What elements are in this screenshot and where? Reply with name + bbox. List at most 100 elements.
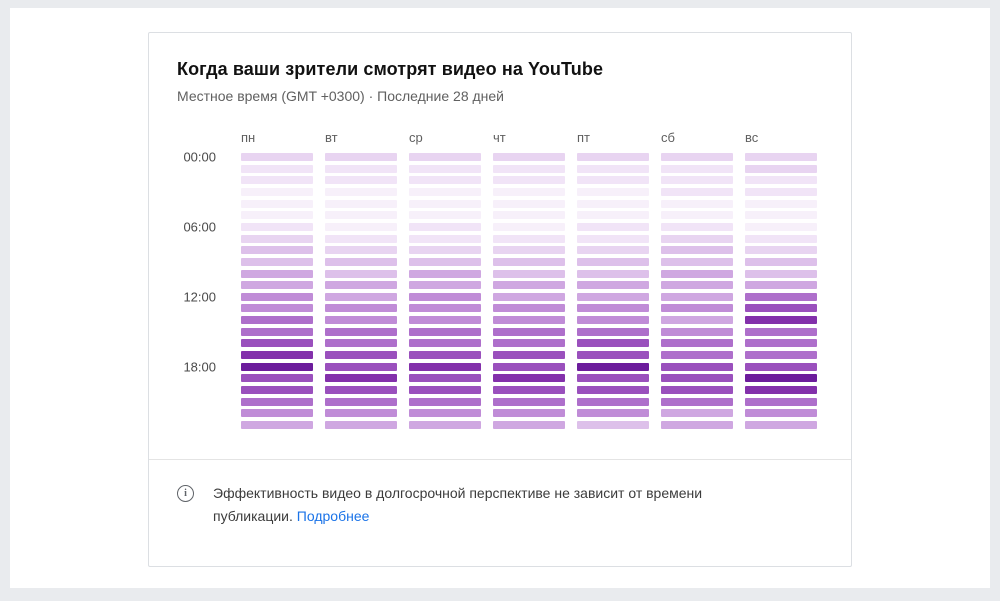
heatmap-cell (241, 327, 313, 336)
heatmap-cell (241, 292, 313, 301)
heatmap-cell (577, 234, 649, 243)
heatmap-cell (577, 246, 649, 255)
heatmap-cell (325, 339, 397, 348)
heatmap-cell (325, 269, 397, 278)
card-title: Когда ваши зрители смотрят видео на YouT… (177, 59, 604, 79)
heatmap-cell (661, 409, 733, 418)
footer-note: Эффективность видео в долгосрочной персп… (213, 485, 703, 524)
heatmap-cell (409, 153, 481, 161)
heatmap-cell (409, 199, 481, 208)
heatmap-cell (661, 327, 733, 336)
heatmap-cell (577, 397, 649, 406)
heatmap-cell (325, 397, 397, 406)
info-icon: i (177, 485, 194, 502)
heatmap-cell (325, 281, 397, 290)
heatmap-cell (241, 420, 313, 429)
heatmap-cell (745, 339, 817, 348)
heatmap-cell (325, 327, 397, 336)
heatmap-cell (661, 362, 733, 371)
heatmap-cell (325, 246, 397, 255)
heatmap-cell (493, 386, 565, 394)
heatmap-cell (493, 374, 565, 383)
heatmap-column (241, 153, 313, 429)
heatmap-cell (493, 292, 565, 301)
heatmap-cell (241, 164, 313, 173)
heatmap-cell (577, 257, 649, 266)
heatmap-cell (661, 246, 733, 255)
heatmap-day-headers: пн вт ср чт пт сб вс (241, 130, 823, 145)
heatmap-cell (577, 339, 649, 348)
heatmap-cell (745, 246, 817, 255)
heatmap-cell (241, 386, 313, 394)
heatmap-cell (325, 211, 397, 220)
heatmap-cell (493, 257, 565, 266)
heatmap-cell (745, 397, 817, 406)
card-footer: i Эффективность видео в долгосрочной пер… (177, 482, 823, 528)
heatmap-cell (409, 292, 481, 301)
heatmap-cell (241, 339, 313, 348)
heatmap-cell (325, 153, 397, 161)
heatmap-cell (661, 234, 733, 243)
heatmap-cell (745, 269, 817, 278)
heatmap-cell (745, 222, 817, 231)
heatmap-cell (577, 269, 649, 278)
heatmap-cell (745, 420, 817, 429)
heatmap-cell (493, 269, 565, 278)
heatmap-cell (493, 327, 565, 336)
heatmap-cell (493, 211, 565, 220)
heatmap-cell (241, 211, 313, 220)
heatmap-cell (409, 281, 481, 290)
page-background: Когда ваши зрители смотрят видео на YouT… (10, 8, 990, 588)
heatmap-cell (409, 339, 481, 348)
heatmap-cell (409, 316, 481, 325)
time-label: 12:00 (183, 289, 216, 305)
heatmap-cell (241, 153, 313, 161)
heatmap-cell (661, 351, 733, 360)
day-header: пн (241, 130, 256, 145)
heatmap-cell (577, 164, 649, 173)
heatmap-cell (577, 374, 649, 383)
heatmap-cell (661, 222, 733, 231)
analytics-card: Когда ваши зрители смотрят видео на YouT… (148, 32, 852, 567)
heatmap-cell (745, 176, 817, 185)
heatmap-cell (661, 211, 733, 220)
heatmap-cell (325, 304, 397, 313)
heatmap-cell (577, 316, 649, 325)
day-header: ср (409, 130, 423, 145)
heatmap-cell (577, 281, 649, 290)
heatmap-cell (745, 199, 817, 208)
heatmap-cell (577, 351, 649, 360)
heatmap-cell (409, 374, 481, 383)
footer-divider (149, 459, 851, 460)
heatmap-cell (577, 187, 649, 196)
heatmap-cell (409, 409, 481, 418)
heatmap-cell (493, 176, 565, 185)
heatmap-cell (409, 246, 481, 255)
heatmap-cell (325, 257, 397, 266)
heatmap-cell (325, 176, 397, 185)
heatmap-cell (409, 386, 481, 394)
heatmap-column (745, 153, 817, 429)
time-label: 06:00 (183, 219, 216, 235)
heatmap-cell (745, 304, 817, 313)
heatmap-cell (745, 164, 817, 173)
learn-more-link[interactable]: Подробнее (296, 508, 370, 524)
heatmap-cell (745, 234, 817, 243)
heatmap-cell (325, 351, 397, 360)
heatmap-cell (241, 246, 313, 255)
heatmap-cell (409, 164, 481, 173)
heatmap-cell (577, 362, 649, 371)
heatmap-cell (661, 269, 733, 278)
heatmap-cell (661, 187, 733, 196)
heatmap-cell (577, 176, 649, 185)
heatmap-body: 00:00 06:00 12:00 18:00 (177, 150, 823, 429)
heatmap-cell (409, 304, 481, 313)
heatmap-cell (241, 187, 313, 196)
heatmap-cell (745, 281, 817, 290)
heatmap-cell (409, 257, 481, 266)
heatmap-cell (577, 222, 649, 231)
heatmap-cell (241, 374, 313, 383)
heatmap-column (577, 153, 649, 429)
heatmap-cell (577, 409, 649, 418)
heatmap-chart: пн вт ср чт пт сб вс 00:00 06:00 12:00 18:00 (177, 130, 823, 429)
